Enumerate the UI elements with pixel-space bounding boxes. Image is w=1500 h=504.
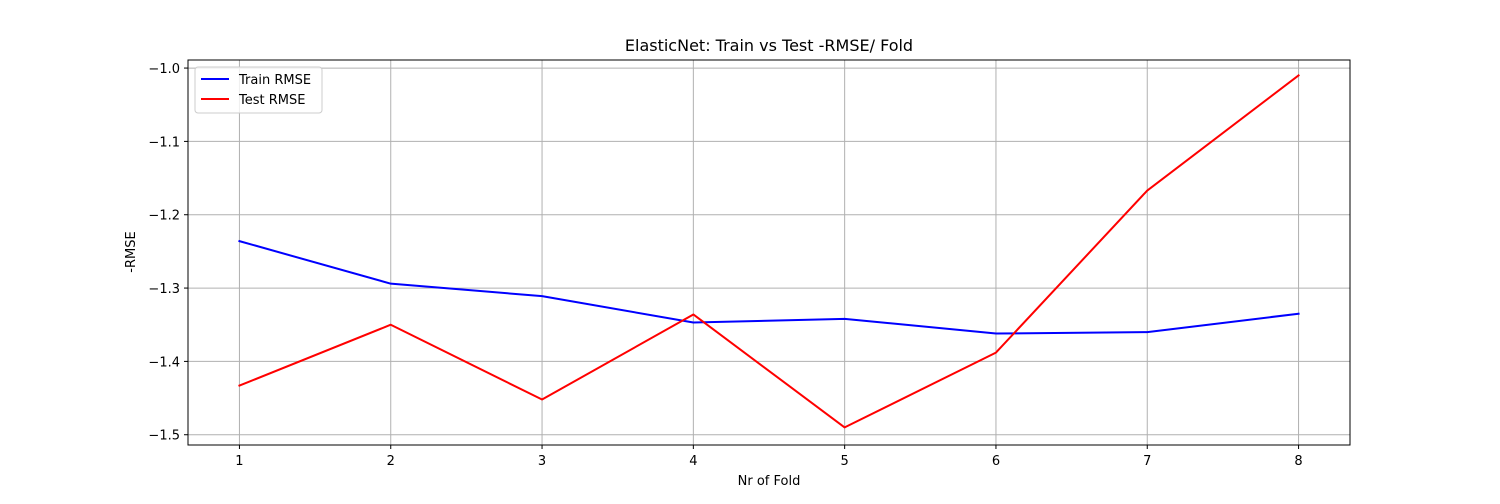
axis-ticks: 1 2 3 4 5 6 7 8 −1.5 −1.4 −1.3 −1.2 −1.1 −1.0 (148, 62, 1302, 469)
x-tick-label: 5 (841, 454, 849, 469)
x-tick-label: 8 (1294, 454, 1302, 469)
y-tick-label: −1.5 (148, 429, 180, 444)
y-axis-label: -RMSE (124, 231, 139, 272)
y-tick-label: −1.2 (148, 209, 180, 224)
x-tick-label: 6 (992, 454, 1000, 469)
series-line-train-rmse (238, 239, 1300, 335)
x-tick-label: 2 (387, 454, 395, 469)
x-tick-label: 4 (689, 454, 697, 469)
legend: Train RMSE Test RMSE (194, 66, 323, 114)
x-tick-label: 7 (1143, 454, 1151, 469)
series-line-test-rmse (238, 73, 1300, 429)
legend-label-test-rmse: Test RMSE (238, 93, 305, 108)
chart-title: ElasticNet: Train vs Test -RMSE/ Fold (625, 36, 913, 55)
series-lines (238, 73, 1300, 429)
legend-label-train-rmse: Train RMSE (238, 73, 311, 88)
y-tick-label: −1.0 (148, 62, 180, 77)
x-tick-label: 3 (538, 454, 546, 469)
y-tick-label: −1.4 (148, 355, 180, 370)
grid-lines (188, 60, 1350, 445)
y-tick-label: −1.1 (148, 135, 180, 150)
plot-frame (187, 59, 1351, 446)
y-tick-label: −1.3 (148, 282, 180, 297)
x-tick-label: 1 (235, 454, 243, 469)
x-axis-label: Nr of Fold (738, 474, 801, 489)
